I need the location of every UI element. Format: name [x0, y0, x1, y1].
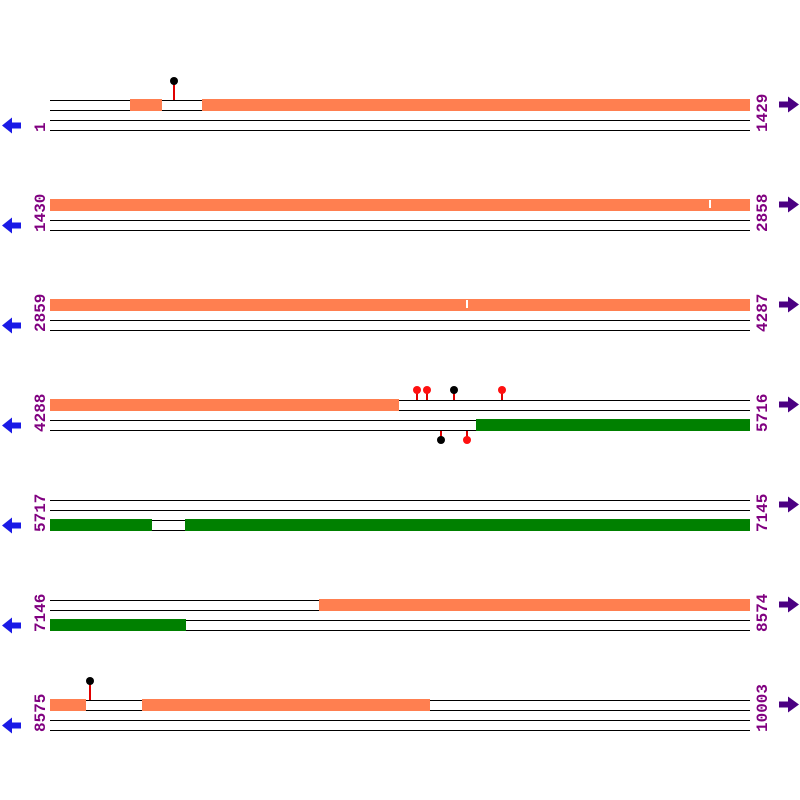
reverse-feature[interactable] — [50, 619, 186, 631]
marker-dot[interactable] — [86, 677, 94, 685]
row-start-coordinate: 1 — [32, 122, 50, 132]
feature-boundary-tick — [709, 200, 711, 208]
row-start-coordinate: 8575 — [32, 693, 50, 732]
forward-feature[interactable] — [50, 699, 86, 711]
row-end-coordinate: 5716 — [754, 393, 772, 432]
row-start-coordinate: 4288 — [32, 393, 50, 432]
scroll-right-button[interactable] — [779, 696, 799, 718]
scroll-right-arrow-icon — [779, 96, 799, 113]
strand-line — [50, 620, 750, 621]
scroll-left-arrow-icon — [2, 717, 21, 734]
forward-feature[interactable] — [202, 99, 750, 111]
forward-feature[interactable] — [50, 399, 399, 411]
row-start-coordinate: 2859 — [32, 293, 50, 332]
marker-dot[interactable] — [437, 436, 445, 444]
marker-dot[interactable] — [413, 386, 421, 394]
strand-line — [50, 410, 750, 411]
strand-line — [50, 120, 750, 121]
strand-line — [50, 130, 750, 131]
scroll-right-button[interactable] — [779, 396, 799, 418]
strand-line — [50, 430, 750, 431]
row-end-coordinate: 2858 — [754, 193, 772, 232]
scroll-left-button[interactable] — [2, 217, 21, 239]
marker-dot[interactable] — [170, 77, 178, 85]
row-end-coordinate: 4287 — [754, 293, 772, 332]
strand-line — [50, 510, 750, 511]
strand-line — [50, 400, 750, 401]
feature-boundary-tick — [466, 300, 468, 308]
marker-dot[interactable] — [498, 386, 506, 394]
row-end-coordinate: 7145 — [754, 493, 772, 532]
scroll-left-arrow-icon — [2, 217, 21, 234]
marker-stem — [173, 81, 175, 100]
forward-feature[interactable] — [142, 699, 430, 711]
scroll-right-button[interactable] — [779, 596, 799, 618]
scroll-right-button[interactable] — [779, 196, 799, 218]
scroll-right-arrow-icon — [779, 296, 799, 313]
forward-feature[interactable] — [50, 299, 750, 311]
forward-feature[interactable] — [130, 99, 162, 111]
scroll-left-arrow-icon — [2, 417, 21, 434]
forward-feature[interactable] — [319, 599, 750, 611]
scroll-right-arrow-icon — [779, 696, 799, 713]
row-start-coordinate: 5717 — [32, 493, 50, 532]
scroll-left-button[interactable] — [2, 517, 21, 539]
scroll-left-button[interactable] — [2, 617, 21, 639]
scroll-left-arrow-icon — [2, 517, 21, 534]
reverse-feature[interactable] — [185, 519, 750, 531]
reverse-feature[interactable] — [50, 519, 152, 531]
scroll-right-button[interactable] — [779, 96, 799, 118]
strand-line — [50, 720, 750, 721]
strand-line — [50, 500, 750, 501]
marker-stem — [466, 431, 468, 440]
marker-stem — [89, 681, 91, 700]
strand-line — [50, 330, 750, 331]
marker-stem — [416, 390, 418, 400]
scroll-left-arrow-icon — [2, 617, 21, 634]
reverse-feature[interactable] — [476, 419, 750, 431]
row-end-coordinate: 10003 — [754, 683, 772, 732]
scroll-right-button[interactable] — [779, 496, 799, 518]
row-start-coordinate: 1430 — [32, 193, 50, 232]
scroll-right-arrow-icon — [779, 196, 799, 213]
scroll-left-button[interactable] — [2, 417, 21, 439]
row-end-coordinate: 8574 — [754, 593, 772, 632]
strand-line — [50, 420, 750, 421]
scroll-left-button[interactable] — [2, 117, 21, 139]
marker-stem — [501, 390, 503, 400]
strand-line — [50, 220, 750, 221]
row-start-coordinate: 7146 — [32, 593, 50, 632]
marker-dot[interactable] — [463, 436, 471, 444]
marker-stem — [453, 390, 455, 400]
marker-dot[interactable] — [450, 386, 458, 394]
strand-line — [50, 730, 750, 731]
scroll-left-button[interactable] — [2, 317, 21, 339]
marker-dot[interactable] — [423, 386, 431, 394]
row-end-coordinate: 1429 — [754, 93, 772, 132]
scroll-right-arrow-icon — [779, 396, 799, 413]
scroll-right-button[interactable] — [779, 296, 799, 318]
strand-line — [50, 630, 750, 631]
marker-stem — [426, 390, 428, 400]
marker-stem — [440, 431, 442, 440]
scroll-right-arrow-icon — [779, 596, 799, 613]
scroll-left-arrow-icon — [2, 317, 21, 334]
scroll-left-arrow-icon — [2, 117, 21, 134]
scroll-left-button[interactable] — [2, 717, 21, 739]
scroll-right-arrow-icon — [779, 496, 799, 513]
forward-feature[interactable] — [50, 199, 750, 211]
strand-line — [50, 230, 750, 231]
strand-line — [50, 320, 750, 321]
